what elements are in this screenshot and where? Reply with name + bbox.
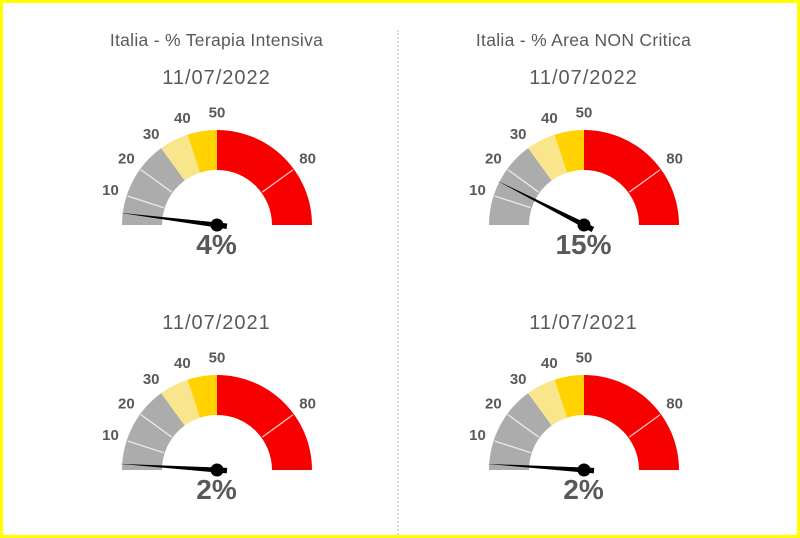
gauge-tick-label: 10 bbox=[102, 182, 119, 199]
gauge-arc-segment bbox=[160, 134, 200, 181]
gauge-arc-segment bbox=[583, 375, 679, 470]
gauge-needle bbox=[119, 212, 227, 230]
gauge-tick-line bbox=[493, 440, 531, 454]
gauge-tick-line bbox=[126, 195, 164, 209]
gauge-tick-label: 30 bbox=[142, 371, 159, 388]
gauge-panel-terapia-2022: Italia - % Terapia Intensiva 11/07/2022 … bbox=[3, 3, 400, 270]
gauge-date-label: 11/07/2021 bbox=[529, 312, 638, 334]
gauge-needle bbox=[496, 180, 594, 233]
gauge-tick-label: 40 bbox=[541, 355, 558, 372]
gauge-arc-segment bbox=[554, 130, 584, 173]
gauge-tick-label: 40 bbox=[174, 110, 191, 127]
gauge-tick-label: 80 bbox=[666, 151, 683, 168]
gauge-needle bbox=[118, 463, 227, 474]
gauge-value-label: 15% bbox=[555, 229, 612, 260]
gauge-tick-label: 20 bbox=[485, 151, 502, 168]
gauge-chart: 10 20 30 40 50 80 bbox=[67, 345, 367, 483]
gauge-needle-pivot bbox=[577, 463, 590, 477]
gauge-arc-segment bbox=[488, 148, 552, 225]
gauge-arc-segment bbox=[187, 375, 217, 418]
gauge-arc-segment bbox=[527, 134, 567, 181]
gauge-tick-label: 10 bbox=[102, 427, 119, 444]
gauge-svg: 10 20 30 40 50 80 bbox=[469, 105, 683, 233]
gauge-arc-segment bbox=[216, 130, 312, 225]
gauge-value-label: 4% bbox=[196, 229, 237, 260]
gauge-tick-label: 20 bbox=[118, 151, 135, 168]
gauge-arc-segment bbox=[121, 148, 185, 225]
gauge-arc-segment bbox=[488, 393, 552, 470]
gauge-tick-label: 80 bbox=[299, 396, 316, 413]
gauge-arc-segment bbox=[187, 130, 217, 173]
gauge-svg: 10 20 30 40 50 80 bbox=[469, 350, 683, 477]
gauge-arc-segment bbox=[216, 375, 312, 470]
column-divider bbox=[397, 30, 399, 535]
gauge-tick-label: 20 bbox=[118, 396, 135, 413]
gauge-tick-line bbox=[628, 169, 660, 193]
gauge-chart: 10 20 30 40 50 80 bbox=[434, 100, 734, 238]
gauge-tick-line bbox=[507, 414, 539, 438]
gauge-svg: 10 20 30 40 50 80 bbox=[102, 105, 316, 232]
gauge-value-label: 2% bbox=[563, 474, 604, 505]
gauge-tick-label: 50 bbox=[208, 350, 225, 367]
gauge-tick-line bbox=[628, 414, 660, 438]
gauge-title: Italia - % Area NON Critica bbox=[475, 30, 692, 50]
gauge-tick-label: 50 bbox=[208, 105, 225, 122]
gauge-panel-noncritica-2021: 11/07/2021 10 20 30 40 50 80 2% bbox=[400, 270, 797, 535]
gauge-tick-line bbox=[261, 414, 293, 438]
gauge-tick-label: 50 bbox=[575, 105, 592, 122]
gauge-tick-label: 20 bbox=[485, 396, 502, 413]
gauge-svg: 10 20 30 40 50 80 bbox=[102, 350, 316, 477]
gauge-tick-label: 30 bbox=[142, 126, 159, 143]
gauge-needle bbox=[485, 463, 594, 474]
gauge-date-label: 11/07/2022 bbox=[162, 67, 271, 89]
gauge-tick-line bbox=[493, 195, 531, 209]
gauge-tick-label: 10 bbox=[469, 427, 486, 444]
gauge-tick-label: 30 bbox=[509, 126, 526, 143]
gauge-date-label: 11/07/2022 bbox=[529, 67, 638, 89]
gauge-chart: 10 20 30 40 50 80 bbox=[434, 345, 734, 483]
gauge-date-label: 11/07/2021 bbox=[162, 312, 271, 334]
gauge-tick-line bbox=[126, 440, 164, 454]
gauge-arc-segment bbox=[160, 379, 200, 426]
gauge-value-label: 2% bbox=[196, 474, 237, 505]
gauge-tick-label: 80 bbox=[299, 151, 316, 168]
gauge-tick-label: 10 bbox=[469, 182, 486, 199]
gauge-needle-pivot bbox=[577, 218, 590, 232]
gauge-tick-label: 80 bbox=[666, 396, 683, 413]
gauge-tick-line bbox=[140, 169, 172, 193]
gauge-arc-segment bbox=[554, 375, 584, 418]
gauge-needle-pivot bbox=[210, 463, 223, 477]
gauge-tick-label: 50 bbox=[575, 350, 592, 367]
gauge-arc-segment bbox=[583, 130, 679, 225]
gauge-tick-line bbox=[261, 169, 293, 193]
gauge-arc-segment bbox=[527, 379, 567, 426]
gauge-tick-label: 40 bbox=[174, 355, 191, 372]
gauge-chart: 10 20 30 40 50 80 bbox=[67, 100, 367, 238]
gauge-grid: Italia - % Terapia Intensiva 11/07/2022 … bbox=[3, 3, 797, 535]
gauge-title: Italia - % Terapia Intensiva bbox=[109, 30, 324, 50]
gauge-tick-label: 40 bbox=[541, 110, 558, 127]
gauge-tick-line bbox=[507, 169, 539, 193]
gauge-panel-noncritica-2022: Italia - % Area NON Critica 11/07/2022 1… bbox=[400, 3, 797, 270]
gauge-tick-line bbox=[140, 414, 172, 438]
gauge-tick-label: 30 bbox=[509, 371, 526, 388]
gauge-needle-pivot bbox=[210, 218, 223, 232]
gauge-arc-segment bbox=[121, 393, 185, 470]
gauge-panel-terapia-2021: 11/07/2021 10 20 30 40 50 80 2% bbox=[3, 270, 400, 535]
